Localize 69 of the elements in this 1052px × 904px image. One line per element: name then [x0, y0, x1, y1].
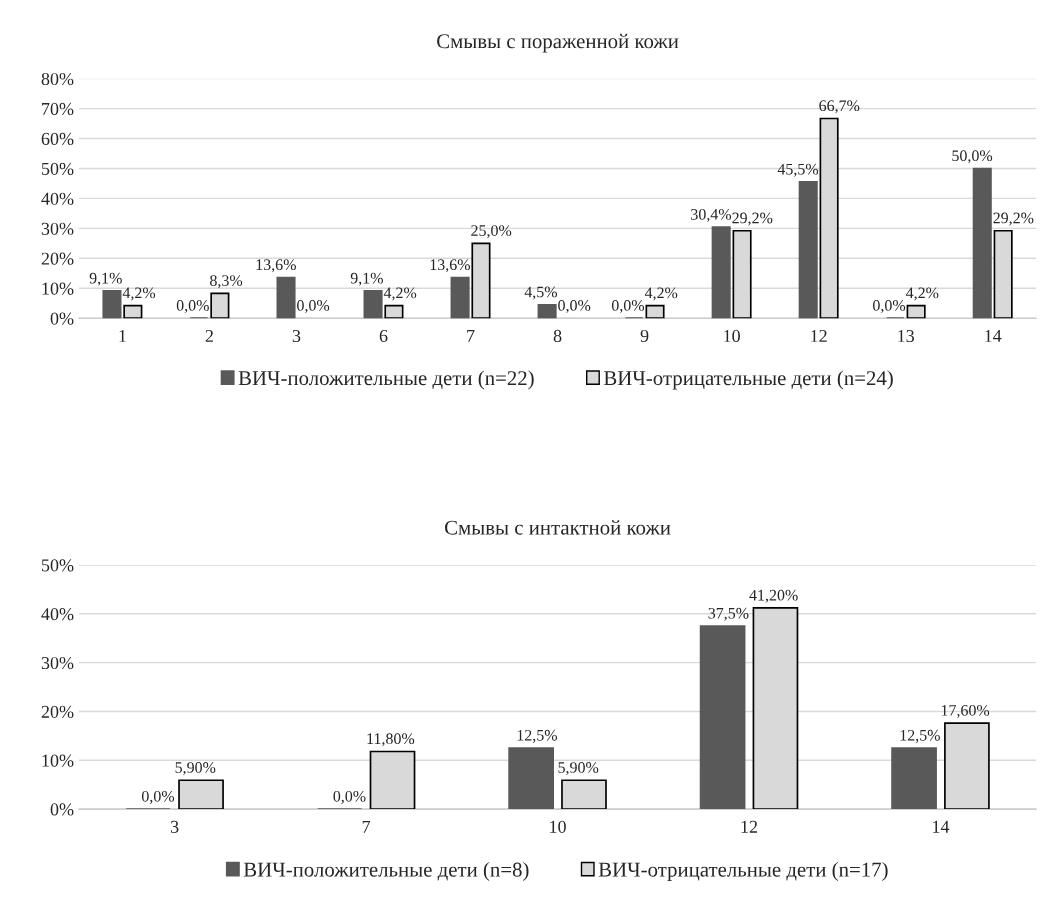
data-label: 4,5% [524, 286, 558, 300]
y-tick-label: 80% [41, 72, 74, 86]
chart-title: Смывы с интактной кожи [444, 520, 671, 535]
data-label: 12,5% [517, 729, 558, 743]
y-tick-label: 20% [41, 252, 74, 265]
data-label: 66,7% [819, 100, 860, 114]
x-tick-label: 14 [933, 820, 950, 833]
y-tick-label: 30% [41, 222, 74, 235]
data-label: 50,0% [952, 150, 993, 164]
legend-label: ВИЧ-положительные дети (n=8) [243, 862, 529, 881]
legend-label: ВИЧ-положительные дети (n=22) [238, 370, 534, 390]
data-label: 5,90% [558, 762, 599, 776]
x-tick-label: 7 [362, 820, 371, 833]
data-label: 0,0% [141, 790, 175, 804]
x-tick-label: 2 [205, 329, 213, 342]
data-label: 13,6% [430, 259, 470, 273]
y-tick-label: 40% [41, 608, 74, 621]
x-tick-label: 12 [811, 329, 827, 342]
y-tick-label: 20% [41, 705, 74, 718]
y-tick-label: 50% [41, 559, 74, 572]
data-label: 4,2% [905, 287, 939, 301]
data-label: 30,4% [691, 208, 732, 223]
data-label: 4,2% [644, 287, 678, 301]
data-label: 9,1% [350, 272, 383, 286]
y-tick-label: 40% [41, 192, 74, 205]
data-label: 0,0% [873, 300, 906, 314]
y-tick-label: 10% [42, 754, 74, 767]
x-tick-label: 3 [292, 329, 301, 343]
data-label: 4,2% [122, 287, 156, 301]
data-label: 12,5% [900, 729, 940, 743]
x-tick-label: 12 [741, 820, 758, 833]
data-label: 5,90% [175, 762, 216, 776]
x-tick-label: 6 [379, 329, 388, 343]
x-tick-label: 8 [553, 329, 562, 343]
x-tick-label: 9 [640, 329, 649, 343]
y-tick-label: 70% [42, 102, 74, 116]
x-tick-label: 3 [170, 820, 179, 833]
y-tick-label: 0% [50, 803, 74, 816]
x-tick-label: 7 [467, 330, 475, 342]
data-label: 0,0% [333, 790, 366, 804]
x-tick-label: 10 [550, 820, 566, 833]
x-tick-label: 10 [724, 329, 740, 343]
data-label: 0,0% [297, 300, 330, 314]
data-label: 17,60% [941, 704, 990, 719]
data-label: 37,5% [708, 607, 749, 621]
data-label: 8,3% [210, 275, 243, 289]
data-label: 0,0% [176, 300, 209, 314]
data-label: 41,20% [749, 589, 798, 603]
legend-label: ВИЧ-отрицательные дети (n=24) [603, 370, 893, 390]
y-tick-label: 30% [41, 656, 74, 670]
chart-title: Смывы с пораженной кожи [437, 33, 679, 53]
data-label: 0,0% [558, 300, 591, 314]
y-tick-label: 0% [50, 312, 74, 325]
data-label: 45,5% [777, 163, 819, 177]
data-label: 11,80% [367, 733, 415, 747]
y-tick-label: 60% [41, 132, 74, 146]
data-label: 4,2% [383, 287, 417, 301]
x-tick-label: 14 [985, 329, 1002, 342]
data-label: 29,2% [993, 212, 1034, 226]
y-tick-label: 50% [41, 162, 74, 175]
legend-label: ВИЧ-отрицательные дети (n=17) [598, 862, 888, 881]
data-label: 25,0% [471, 225, 512, 239]
data-label: 0,0% [611, 300, 645, 314]
y-tick-label: 10% [42, 282, 74, 295]
data-label: 9,1% [89, 272, 122, 286]
data-label: 13,6% [256, 259, 296, 273]
x-tick-label: 13 [898, 329, 914, 343]
data-label: 29,2% [732, 212, 773, 226]
x-tick-label: 1 [119, 329, 126, 342]
